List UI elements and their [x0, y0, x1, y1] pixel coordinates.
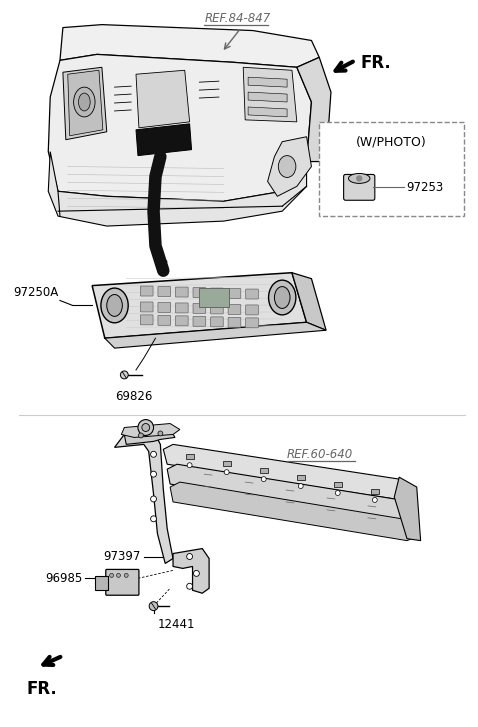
Circle shape: [261, 477, 266, 481]
Circle shape: [187, 463, 192, 467]
Text: 97250A: 97250A: [13, 286, 58, 299]
Circle shape: [151, 471, 156, 477]
FancyBboxPatch shape: [141, 315, 153, 325]
Circle shape: [336, 491, 340, 496]
FancyBboxPatch shape: [246, 318, 258, 328]
FancyBboxPatch shape: [186, 454, 194, 459]
Polygon shape: [297, 57, 331, 161]
Circle shape: [120, 371, 128, 379]
Polygon shape: [63, 68, 107, 140]
Circle shape: [109, 574, 114, 577]
Polygon shape: [243, 68, 297, 122]
FancyBboxPatch shape: [246, 289, 258, 299]
Circle shape: [194, 571, 199, 577]
Polygon shape: [121, 424, 180, 438]
FancyBboxPatch shape: [223, 461, 230, 466]
Ellipse shape: [269, 280, 296, 315]
Circle shape: [139, 433, 143, 438]
Circle shape: [149, 602, 158, 611]
Polygon shape: [167, 465, 411, 521]
FancyBboxPatch shape: [228, 318, 241, 327]
Text: (W/PHOTO): (W/PHOTO): [356, 136, 427, 149]
FancyBboxPatch shape: [319, 122, 464, 216]
Polygon shape: [268, 137, 312, 196]
Polygon shape: [124, 430, 175, 444]
Text: REF.60-640: REF.60-640: [287, 449, 353, 461]
FancyBboxPatch shape: [334, 482, 342, 487]
Circle shape: [357, 176, 362, 181]
FancyBboxPatch shape: [141, 286, 153, 296]
FancyBboxPatch shape: [246, 305, 258, 315]
FancyBboxPatch shape: [95, 577, 108, 590]
Circle shape: [187, 583, 193, 590]
FancyBboxPatch shape: [158, 286, 171, 297]
Polygon shape: [60, 25, 319, 68]
Text: REF.84-847: REF.84-847: [204, 12, 271, 25]
Polygon shape: [48, 55, 312, 201]
Circle shape: [151, 516, 156, 522]
FancyBboxPatch shape: [228, 289, 241, 299]
FancyBboxPatch shape: [175, 316, 188, 326]
Ellipse shape: [278, 156, 296, 177]
Circle shape: [298, 483, 303, 489]
Polygon shape: [248, 77, 287, 87]
Circle shape: [158, 431, 163, 436]
Circle shape: [187, 553, 193, 560]
Text: 96985: 96985: [45, 572, 82, 585]
Circle shape: [151, 496, 156, 502]
Circle shape: [151, 451, 156, 457]
FancyBboxPatch shape: [344, 174, 375, 200]
Polygon shape: [163, 444, 404, 499]
FancyBboxPatch shape: [158, 302, 171, 313]
FancyBboxPatch shape: [228, 305, 241, 314]
Polygon shape: [248, 107, 287, 117]
FancyBboxPatch shape: [193, 303, 206, 313]
FancyBboxPatch shape: [141, 302, 153, 312]
Polygon shape: [170, 482, 417, 541]
FancyBboxPatch shape: [175, 287, 188, 297]
Polygon shape: [115, 432, 173, 563]
Circle shape: [117, 574, 120, 577]
Text: 97253: 97253: [406, 181, 443, 194]
FancyBboxPatch shape: [371, 489, 379, 494]
Text: FR.: FR.: [27, 680, 57, 698]
FancyBboxPatch shape: [260, 468, 268, 473]
Text: 69826: 69826: [115, 390, 153, 403]
Polygon shape: [136, 124, 192, 156]
Polygon shape: [48, 152, 306, 226]
Ellipse shape: [348, 174, 370, 183]
FancyBboxPatch shape: [199, 288, 228, 308]
FancyBboxPatch shape: [158, 316, 171, 325]
FancyBboxPatch shape: [193, 288, 206, 297]
Ellipse shape: [78, 93, 90, 111]
Text: 12441: 12441: [157, 618, 195, 631]
Text: FR.: FR.: [360, 55, 391, 73]
Polygon shape: [92, 273, 306, 338]
FancyBboxPatch shape: [211, 317, 223, 326]
FancyBboxPatch shape: [193, 316, 206, 326]
Circle shape: [138, 419, 153, 435]
FancyBboxPatch shape: [175, 303, 188, 313]
Polygon shape: [292, 273, 326, 330]
Ellipse shape: [74, 87, 95, 117]
Polygon shape: [105, 322, 326, 348]
FancyBboxPatch shape: [297, 475, 304, 480]
FancyBboxPatch shape: [106, 569, 139, 595]
Circle shape: [124, 574, 128, 577]
Circle shape: [224, 470, 229, 475]
Polygon shape: [248, 92, 287, 102]
Polygon shape: [173, 549, 209, 593]
Polygon shape: [68, 71, 103, 136]
Polygon shape: [136, 71, 190, 128]
Text: 97397: 97397: [104, 550, 141, 563]
FancyBboxPatch shape: [211, 288, 223, 298]
Polygon shape: [394, 477, 421, 541]
Circle shape: [142, 424, 150, 432]
Ellipse shape: [107, 294, 122, 316]
Circle shape: [372, 497, 377, 502]
Ellipse shape: [274, 286, 290, 308]
FancyBboxPatch shape: [211, 304, 223, 314]
Ellipse shape: [101, 288, 128, 323]
